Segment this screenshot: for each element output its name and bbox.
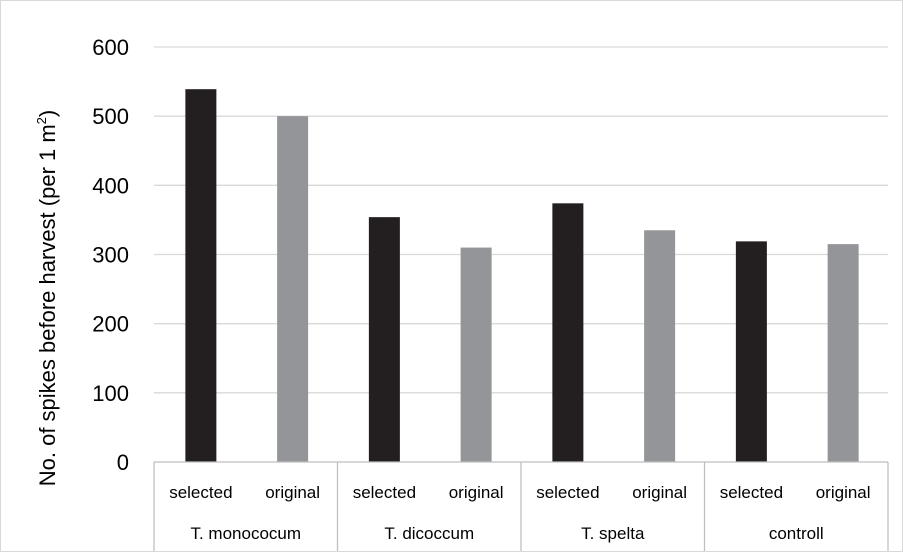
y-tick-label: 600 <box>92 35 129 60</box>
y-tick-label: 300 <box>92 243 129 268</box>
x-tick-label: original <box>632 483 687 502</box>
gridlines <box>154 46 888 394</box>
y-axis-label: No. of spikes before harvest (per 1 m2) <box>34 110 60 487</box>
bars <box>185 89 859 463</box>
bar-original <box>460 247 492 462</box>
bar-selected <box>368 217 400 462</box>
bar-original <box>644 230 676 462</box>
bar-selected <box>552 203 584 463</box>
labels: 0 100 200 300 400 500 600 selected original selec… <box>92 35 870 543</box>
group-label: T. spelta <box>581 524 645 543</box>
bar-selected <box>735 241 767 462</box>
bar-selected <box>185 89 217 463</box>
y-tick-label: 100 <box>92 381 129 406</box>
bar-original <box>277 116 309 463</box>
x-tick-label: selected <box>720 483 783 502</box>
y-tick-label: 200 <box>92 312 129 337</box>
y-tick-label: 0 <box>117 450 129 475</box>
group-label: T. dicoccum <box>384 524 474 543</box>
axes <box>153 461 889 551</box>
x-tick-label: original <box>816 483 871 502</box>
group-label: controll <box>769 524 824 543</box>
x-tick-label: original <box>449 483 504 502</box>
y-tick-label: 400 <box>92 173 129 198</box>
y-tick-label: 500 <box>92 104 129 129</box>
x-tick-label: selected <box>169 483 232 502</box>
x-tick-label: original <box>265 483 320 502</box>
group-label: T. monococum <box>190 524 301 543</box>
x-tick-label: selected <box>536 483 599 502</box>
bar-original <box>827 244 859 462</box>
x-tick-label: selected <box>353 483 416 502</box>
